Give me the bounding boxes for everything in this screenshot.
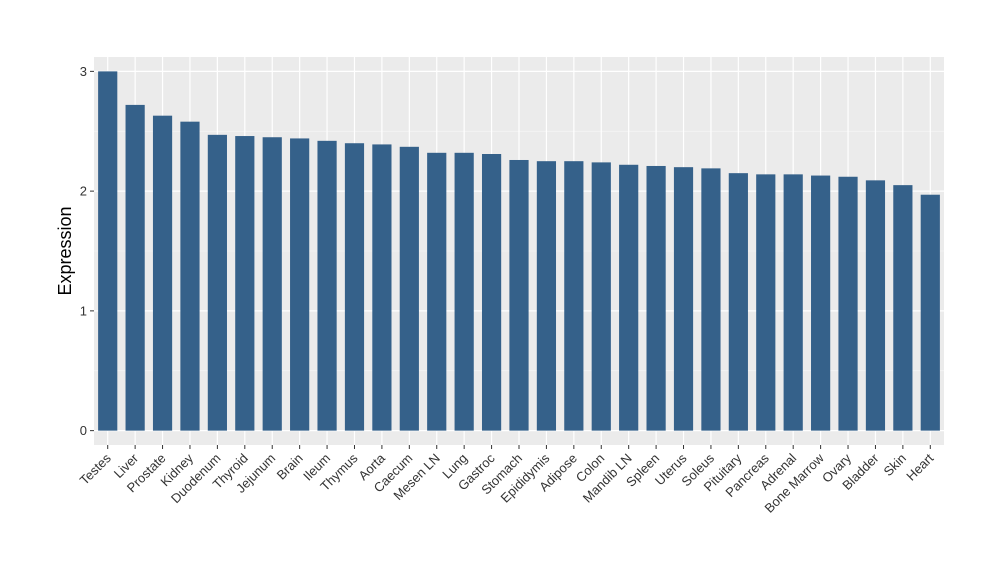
bar xyxy=(619,164,639,431)
bar xyxy=(728,173,748,431)
x-axis: TestesLiverProstateKidneyDuodenumThyroid… xyxy=(77,445,937,516)
x-tick-label: Testes xyxy=(77,450,115,488)
y-tick-label: 2 xyxy=(80,184,87,199)
bar xyxy=(427,152,447,431)
x-tick-label: Heart xyxy=(903,450,936,483)
y-tick-label: 1 xyxy=(80,303,87,318)
bar xyxy=(262,137,282,431)
bar xyxy=(317,140,337,431)
bar xyxy=(701,168,721,431)
bar xyxy=(838,176,858,431)
y-tick-label: 3 xyxy=(80,64,87,79)
bar xyxy=(509,159,529,431)
bar xyxy=(865,180,886,431)
bar xyxy=(646,165,666,431)
bar xyxy=(344,143,365,431)
bar xyxy=(756,174,776,431)
bar xyxy=(454,152,474,431)
bar xyxy=(673,167,694,431)
bar xyxy=(399,146,419,431)
bar xyxy=(481,154,502,431)
bar xyxy=(98,71,118,431)
x-tick-label: Brain xyxy=(274,451,306,483)
bar xyxy=(920,194,940,431)
y-tick-label: 0 xyxy=(80,423,87,438)
bar xyxy=(783,174,803,431)
bar xyxy=(235,136,255,431)
bar xyxy=(207,134,227,431)
bar xyxy=(564,161,584,431)
bar xyxy=(372,144,392,431)
bar xyxy=(893,185,913,431)
bar xyxy=(591,162,611,431)
y-axis: 0 1 2 3 xyxy=(80,64,94,438)
bar xyxy=(180,121,200,431)
bar xyxy=(125,104,145,431)
bar xyxy=(811,175,831,431)
bar xyxy=(290,138,310,431)
bars xyxy=(98,71,940,431)
y-axis-title: Expression xyxy=(55,206,75,295)
bar xyxy=(536,161,557,431)
bar xyxy=(152,115,173,431)
